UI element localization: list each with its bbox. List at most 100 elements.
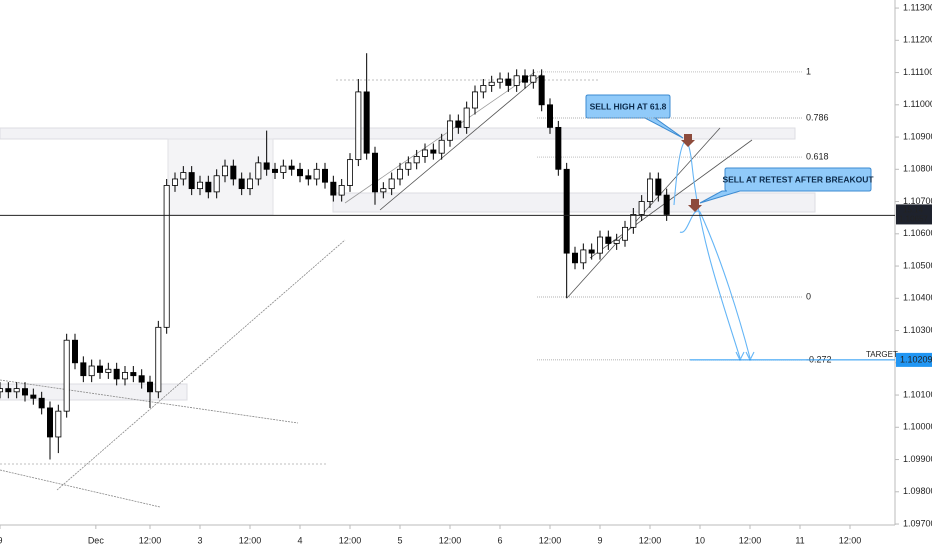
candle-body (288, 165, 295, 170)
x-tick-label: 12:00 (739, 535, 762, 545)
candle-body (122, 372, 129, 380)
candle-body (538, 75, 545, 106)
y-tick-label: 1.10800 (903, 164, 932, 174)
candle-body (380, 188, 387, 193)
y-tick-label: 1.10500 (903, 260, 932, 270)
candle-body (188, 172, 195, 190)
candle-body (346, 159, 353, 186)
candle-body (230, 165, 237, 180)
candle-body (530, 75, 537, 83)
callout-text: SELL HIGH AT 61.8 (590, 101, 667, 111)
candle-body (47, 407, 54, 438)
zone (332, 192, 816, 213)
x-tick-label: 9 (597, 535, 602, 545)
y-tick-label: 1.11300 (903, 2, 932, 12)
x-tick-label: 12:00 (539, 535, 562, 545)
x-tick-label: 12:00 (839, 535, 862, 545)
candle-body (196, 181, 203, 190)
fib-label: 1 (806, 66, 811, 76)
candle-body (355, 91, 362, 161)
candle-body (321, 168, 328, 183)
candle-body (405, 162, 412, 170)
candle-body (505, 78, 512, 86)
candle-body (246, 178, 253, 190)
fib-label: 0 (806, 291, 811, 301)
y-tick-label: 1.10300 (903, 325, 932, 335)
candle-body (605, 236, 612, 244)
sell-arrow (688, 199, 702, 212)
candle-body (271, 168, 278, 173)
candle-body (238, 178, 245, 190)
callout-box (699, 167, 872, 204)
candle-body (588, 249, 595, 254)
candle-body (455, 120, 462, 128)
candle-body (296, 168, 303, 177)
x-tick-label: 5 (397, 535, 402, 545)
candle-body (547, 104, 554, 128)
trend-line (0, 379, 299, 424)
candle-body (138, 375, 145, 383)
fib-label: 0.786 (806, 112, 829, 122)
x-tick-label: 9 (0, 535, 3, 545)
candle-body (205, 181, 212, 193)
sell-arrow (681, 134, 695, 147)
candle-body (421, 149, 428, 157)
candle-body (38, 397, 45, 409)
candle-body (88, 365, 95, 377)
candle-body (638, 201, 645, 215)
channel-line (379, 73, 543, 211)
y-tick-label: 1.10900 (903, 131, 932, 141)
candle-body (388, 178, 395, 190)
candle-body (55, 410, 62, 438)
y-tick-label: 1.09700 (903, 518, 932, 528)
candle-body (630, 214, 637, 228)
y-tick-label: 1.11200 (903, 35, 932, 45)
candle-body (113, 368, 120, 380)
candle-body (572, 252, 579, 264)
timer-label: 15:14 (903, 206, 924, 215)
drawings: SELL HIGH AT 61.8 SELL AT RETEST AFTER B… (0, 71, 874, 508)
x-tick-label: Dec (88, 535, 105, 545)
x-tick-label: 10 (695, 535, 705, 545)
candle-body (155, 326, 162, 393)
last-price-box (896, 204, 932, 225)
x-tick-label: 12:00 (639, 535, 662, 545)
candle-body (97, 365, 104, 373)
y-tick-label: 1.10600 (903, 228, 932, 238)
candle-body (613, 239, 620, 244)
y-tick-label: 1.09900 (903, 454, 932, 464)
candle-body (463, 107, 470, 128)
candle-body (563, 168, 570, 254)
candle-body (655, 178, 662, 196)
candle-body (30, 394, 37, 399)
trend-line (0, 469, 161, 508)
x-tick-label: 12:00 (139, 535, 162, 545)
x-tick-label: 3 (197, 535, 202, 545)
candle-body (580, 249, 587, 264)
candle-body (105, 368, 112, 373)
target-price-label: 1.10209 (900, 354, 932, 364)
candle-body (13, 388, 20, 393)
candle-body (72, 339, 79, 364)
candle-body (663, 194, 670, 215)
zone (0, 383, 188, 401)
candle-body (280, 165, 287, 173)
y-tick-label: 1.10100 (903, 389, 932, 399)
zone (0, 127, 796, 140)
candle-body (522, 75, 529, 83)
x-tick-label: 4 (297, 535, 302, 545)
candle-body (180, 172, 187, 180)
candle-body (163, 185, 170, 328)
trend-line (56, 239, 346, 491)
x-tick-label: 6 (497, 535, 502, 545)
candle-body (171, 178, 178, 186)
target-label: TARGET (866, 350, 898, 359)
x-tick-label: 11 (795, 535, 804, 545)
candle-body (438, 139, 445, 154)
candle-body (305, 175, 312, 180)
fib-label: -0.272 (806, 354, 832, 364)
target-price-box (896, 352, 932, 367)
y-tick-label: 1.09800 (903, 486, 932, 496)
candle-body (647, 178, 654, 202)
